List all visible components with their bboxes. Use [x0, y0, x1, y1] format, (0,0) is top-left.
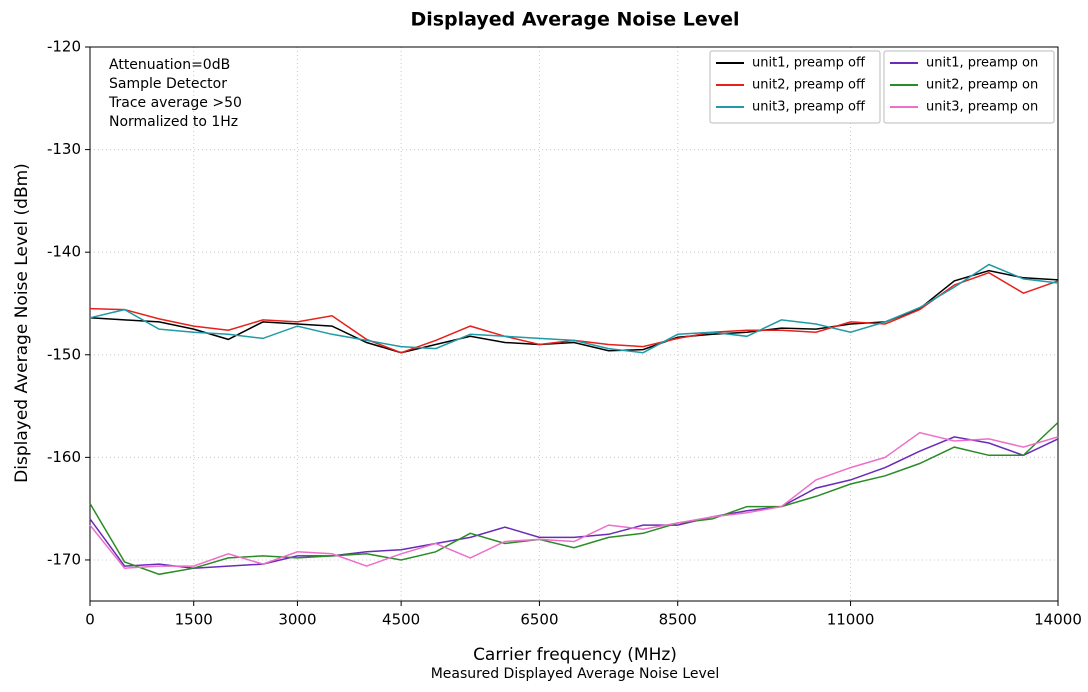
x-tick-label: 11000: [827, 611, 875, 629]
chart-title: Displayed Average Noise Level: [410, 9, 739, 31]
series-line: [89, 263, 1059, 354]
legend-label: unit1, preamp off: [752, 56, 866, 71]
annotation: Attenuation=0dB: [109, 57, 230, 73]
x-tick-label: 0: [85, 611, 95, 629]
annotation: Trace average >50: [108, 95, 242, 111]
y-axis-label: Displayed Average Noise Level (dBm): [12, 163, 32, 483]
x-tick-label: 1500: [175, 611, 213, 629]
y-tick-label: -120: [47, 38, 81, 56]
y-tick-label: -160: [47, 448, 81, 466]
x-tick-label: 14000: [1034, 611, 1082, 629]
y-tick-label: -130: [47, 140, 81, 158]
subtitle: Measured Displayed Average Noise Level: [431, 666, 720, 682]
x-tick-label: 6500: [520, 611, 558, 629]
legend-label: unit3, preamp off: [752, 100, 866, 115]
x-tick-label: 4500: [382, 611, 420, 629]
legend-label: unit2, preamp on: [926, 78, 1038, 93]
annotation: Normalized to 1Hz: [109, 114, 238, 130]
series-line: [89, 436, 1059, 569]
legend-box: [883, 50, 1055, 124]
y-tick-label: -150: [47, 345, 81, 363]
series-line: [89, 431, 1059, 569]
y-tick-label: -140: [47, 243, 81, 261]
legend-label: unit2, preamp off: [752, 78, 866, 93]
legend-label: unit3, preamp on: [926, 100, 1038, 115]
plot-frame: [89, 46, 1059, 602]
series-line: [89, 421, 1059, 576]
x-axis-label: Carrier frequency (MHz): [473, 645, 677, 665]
annotation: Sample Detector: [109, 76, 227, 92]
x-tick-label: 8500: [659, 611, 697, 629]
y-tick-label: -170: [47, 550, 81, 568]
legend-label: unit1, preamp on: [926, 56, 1038, 71]
legend-box: [709, 50, 881, 124]
x-tick-label: 3000: [278, 611, 316, 629]
